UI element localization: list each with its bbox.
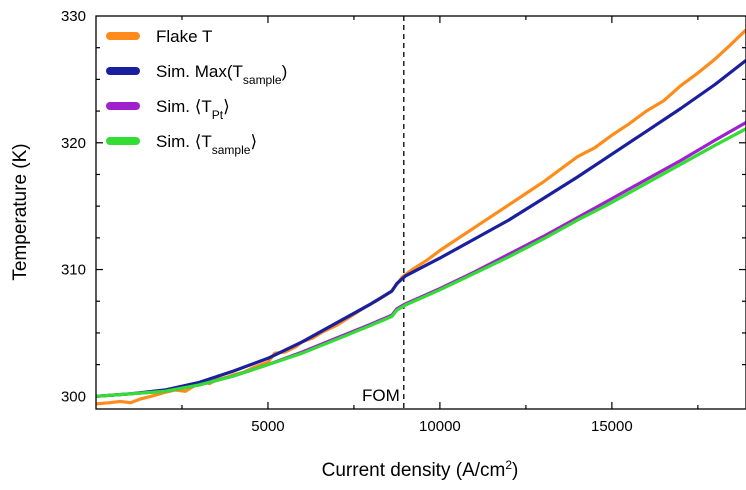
x-tick-label: 5000 — [251, 418, 284, 435]
fom-annotation: FOM — [362, 386, 400, 405]
legend: Flake T Sim. Max(Tsample) Sim. ⟨TPt⟩ Sim. ⟨… — [106, 27, 287, 157]
tick-labels: 5000 10000 15000 300 310 320 330 — [61, 8, 633, 435]
x-tick-label: 15000 — [591, 418, 633, 435]
legend-label-0: Flake T — [156, 27, 212, 46]
y-tick-label: 330 — [61, 8, 86, 25]
series-line-3 — [96, 127, 746, 398]
x-axis-label-sup: 2 — [505, 458, 512, 472]
legend-label-1: Sim. Max(Tsample) — [156, 62, 287, 87]
x-axis-label-end: ) — [512, 460, 518, 481]
plot-frame — [95, 15, 746, 410]
legend-label-2: Sim. ⟨TPt⟩ — [156, 97, 230, 122]
x-axis-label: Current density (A/cm2) — [322, 458, 519, 481]
y-tick-label: 310 — [61, 262, 86, 279]
y-tick-label: 320 — [61, 135, 86, 152]
x-axis-label-main: Current density (A/cm — [322, 460, 506, 481]
axis-ticks — [96, 16, 746, 409]
x-tick-label: 10000 — [419, 418, 461, 435]
y-axis-label: Temperature (K) — [10, 143, 31, 280]
series-lines — [96, 28, 746, 406]
series-line-2 — [96, 121, 746, 398]
series-line-1 — [96, 59, 746, 398]
legend-label-3: Sim. ⟨Tsample⟩ — [156, 132, 257, 157]
y-tick-label: 300 — [61, 388, 86, 405]
series-line-0 — [96, 28, 746, 406]
